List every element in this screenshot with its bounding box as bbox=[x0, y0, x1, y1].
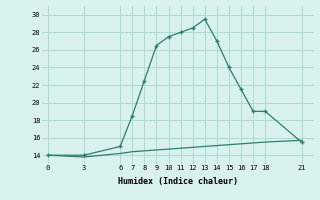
X-axis label: Humidex (Indice chaleur): Humidex (Indice chaleur) bbox=[118, 177, 237, 186]
